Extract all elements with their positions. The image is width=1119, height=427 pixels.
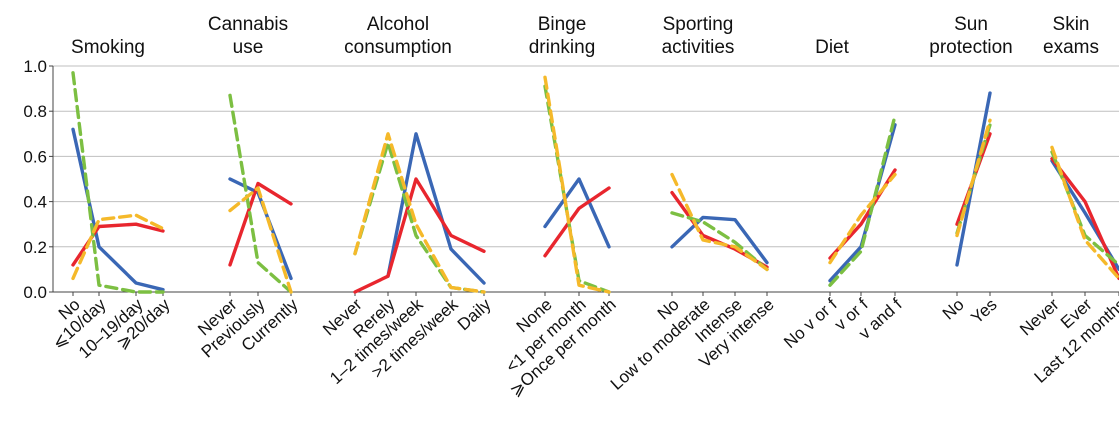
panel-title: protection (929, 37, 1012, 58)
panel-title: Alcohol (367, 14, 429, 35)
series-line (353, 177, 486, 294)
y-tick-label: 0.0 (23, 283, 47, 302)
grid (53, 65, 1119, 248)
series-line (228, 181, 293, 267)
series-line (543, 75, 611, 294)
series-line (828, 172, 897, 265)
x-category-label: Never (1016, 295, 1063, 340)
y-tick-label: 0.6 (23, 147, 47, 166)
panel-title: Cannabis (208, 14, 288, 35)
y-tick-label: 0.2 (23, 238, 47, 257)
x-category-label: No v or f (780, 295, 841, 352)
panel-title: drinking (529, 37, 596, 58)
series-line (543, 84, 611, 294)
series-line (670, 172, 769, 272)
series-line (228, 93, 293, 294)
panel-title: Sun (954, 14, 988, 35)
series-line (670, 211, 769, 272)
y-axis: 0.0 0.2 0.4 0.6 0.8 1.0 (23, 57, 1119, 302)
y-tick-label: 0.8 (23, 102, 47, 121)
y-tick-label: 1.0 (23, 57, 47, 76)
series-line (71, 71, 165, 294)
x-category-label: Yes (967, 295, 1000, 328)
panel-title: Skin (1053, 14, 1090, 35)
series-line (955, 118, 992, 238)
panel-title: use (233, 37, 264, 58)
series-lines (71, 71, 1119, 294)
series-line (1050, 156, 1119, 281)
panel-title: Sporting (663, 14, 734, 35)
panel-title: exams (1043, 37, 1099, 58)
panel-title: Diet (815, 37, 850, 58)
series-line (353, 141, 486, 294)
panel-title: activities (662, 37, 735, 58)
series-line (543, 186, 611, 258)
x-category-label: Daily (454, 295, 495, 335)
series-line (828, 123, 897, 283)
series-line (543, 177, 611, 249)
panel-title: Smoking (71, 37, 145, 58)
series-line (71, 127, 165, 292)
y-tick-label: 0.4 (23, 193, 47, 212)
series-line (228, 186, 293, 294)
series-line (670, 215, 769, 265)
panel-title: Binge (538, 14, 587, 35)
x-category-label: No (939, 295, 968, 324)
series-line (828, 113, 897, 287)
series-line (386, 132, 486, 285)
panel-title: consumption (344, 37, 452, 58)
series-line (353, 132, 486, 294)
series-line (1050, 145, 1119, 281)
series-line (1050, 150, 1119, 267)
